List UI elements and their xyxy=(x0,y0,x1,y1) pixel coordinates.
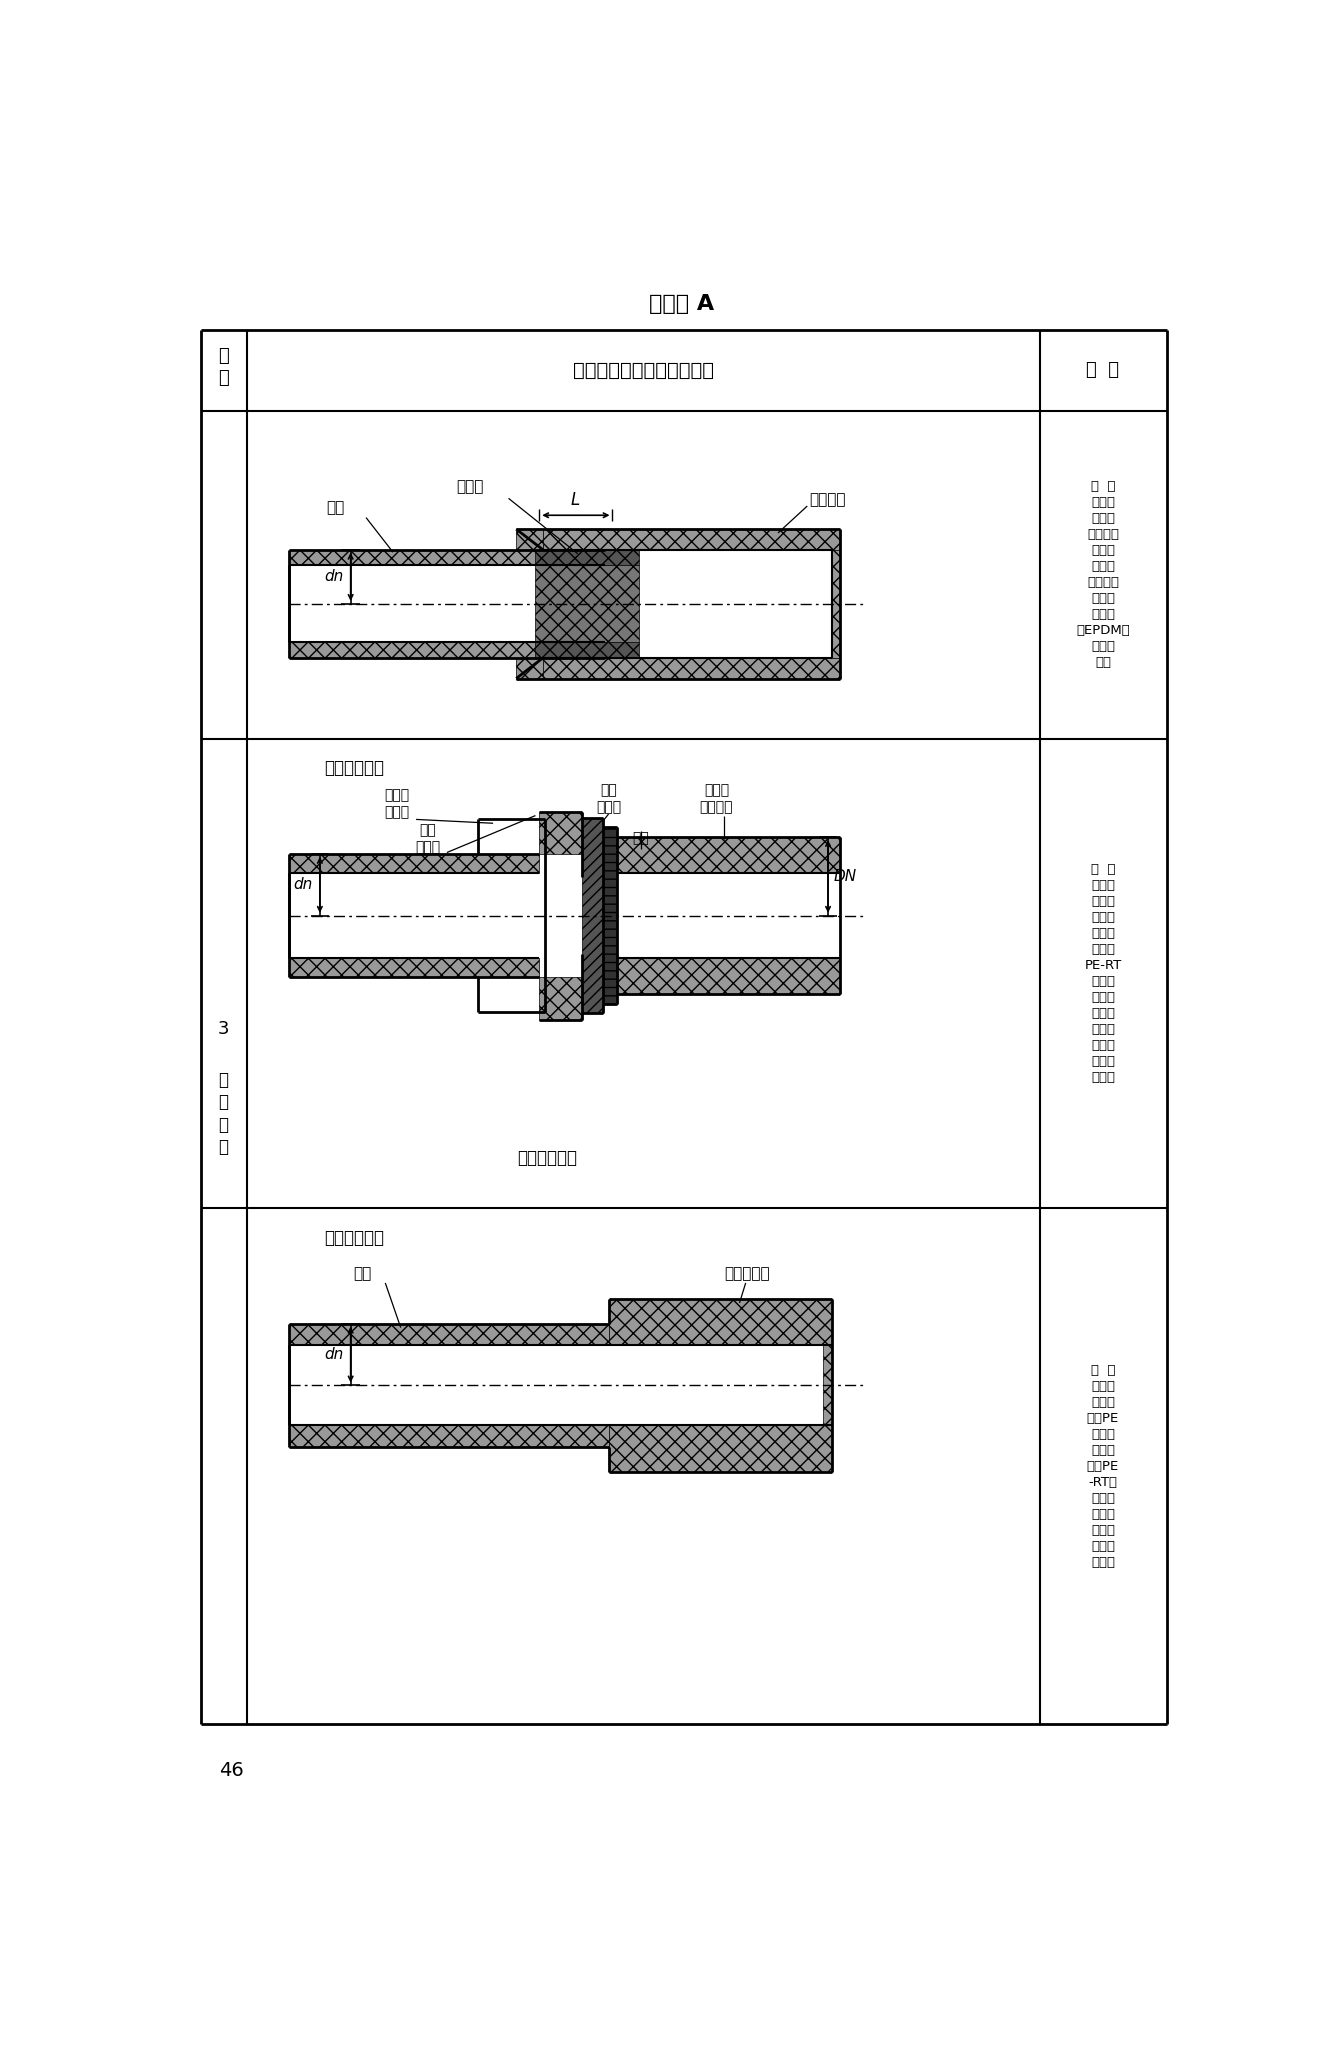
Text: 3: 3 xyxy=(218,1020,229,1038)
Polygon shape xyxy=(832,551,840,657)
Text: dn: dn xyxy=(323,1348,343,1362)
Text: 钢管或
管道附件: 钢管或 管道附件 xyxy=(700,782,733,815)
Text: 材  料: 材 料 xyxy=(1086,362,1119,379)
Text: 承  口
为增强
聚乙烯
材料，承
口内嵌
封的密
封圈，为
乙材料
三元丙
（EPDM）
或丁苯
橡胶: 承 口 为增强 聚乙烯 材料，承 口内嵌 封的密 封圈，为 乙材料 三元丙 （E… xyxy=(1075,479,1130,670)
Polygon shape xyxy=(535,643,639,657)
Text: DN: DN xyxy=(833,868,857,885)
Text: 管件结构及连接方式示意图: 管件结构及连接方式示意图 xyxy=(572,360,713,381)
Text: 法  兰
件由材
料相或
连接材
料与管
材同，
PE-RT
注型，
法兰片
材料为
钢质，
并且表
面经防
腐处理: 法 兰 件由材 料相或 连接材 料与管 材同， PE-RT 注型， 法兰片 材料… xyxy=(1085,862,1122,1083)
Polygon shape xyxy=(289,551,604,565)
Polygon shape xyxy=(516,657,543,678)
Polygon shape xyxy=(539,811,582,854)
Polygon shape xyxy=(608,1425,832,1473)
Polygon shape xyxy=(582,817,603,1014)
Polygon shape xyxy=(535,551,639,565)
Text: 钢质
法兰片: 钢质 法兰片 xyxy=(596,782,622,815)
Text: L: L xyxy=(571,492,580,508)
Text: 管件承口: 管件承口 xyxy=(809,492,845,508)
Text: 背压活
套法兰: 背压活 套法兰 xyxy=(385,788,410,819)
Text: dn: dn xyxy=(293,877,313,893)
Text: 管材: 管材 xyxy=(326,500,345,514)
Polygon shape xyxy=(608,1298,832,1346)
Text: 管材: 管材 xyxy=(353,1266,371,1282)
Text: 序
号: 序 号 xyxy=(218,346,229,387)
Text: 法兰连接管件: 法兰连接管件 xyxy=(323,760,383,776)
Polygon shape xyxy=(618,838,840,872)
Polygon shape xyxy=(543,528,840,551)
Polygon shape xyxy=(823,1346,832,1425)
Polygon shape xyxy=(543,657,840,678)
Text: 法兰
连接件: 法兰 连接件 xyxy=(415,823,441,854)
Polygon shape xyxy=(539,977,582,1020)
Text: dn: dn xyxy=(323,569,343,584)
Polygon shape xyxy=(535,565,639,643)
Polygon shape xyxy=(289,854,539,872)
Text: 机
械
连
接: 机 械 连 接 xyxy=(218,1071,229,1155)
Polygon shape xyxy=(603,827,618,1004)
Text: 管道法兰连接: 管道法兰连接 xyxy=(516,1149,578,1167)
Text: 续附录 A: 续附录 A xyxy=(650,293,715,313)
Text: 密封圈: 密封圈 xyxy=(457,479,483,494)
Polygon shape xyxy=(289,1323,608,1346)
Text: 钢  塑
接端为
过材料
渡相PE
接头与
材料管
质，PE
-RT，
金属铜
端为铜
质，并
经防腐
过处理: 钢 塑 接端为 过材料 渡相PE 接头与 材料管 质，PE -RT， 金属铜 端… xyxy=(1087,1364,1119,1569)
Text: 46: 46 xyxy=(218,1761,244,1780)
Polygon shape xyxy=(289,643,604,657)
Polygon shape xyxy=(289,1425,608,1448)
Text: 垫片: 垫片 xyxy=(632,831,650,846)
Polygon shape xyxy=(289,958,539,977)
Polygon shape xyxy=(516,528,543,551)
Text: 钢塑过渡接头: 钢塑过渡接头 xyxy=(323,1229,383,1247)
Text: 钢制喷塑件: 钢制喷塑件 xyxy=(724,1266,771,1282)
Polygon shape xyxy=(618,958,840,993)
